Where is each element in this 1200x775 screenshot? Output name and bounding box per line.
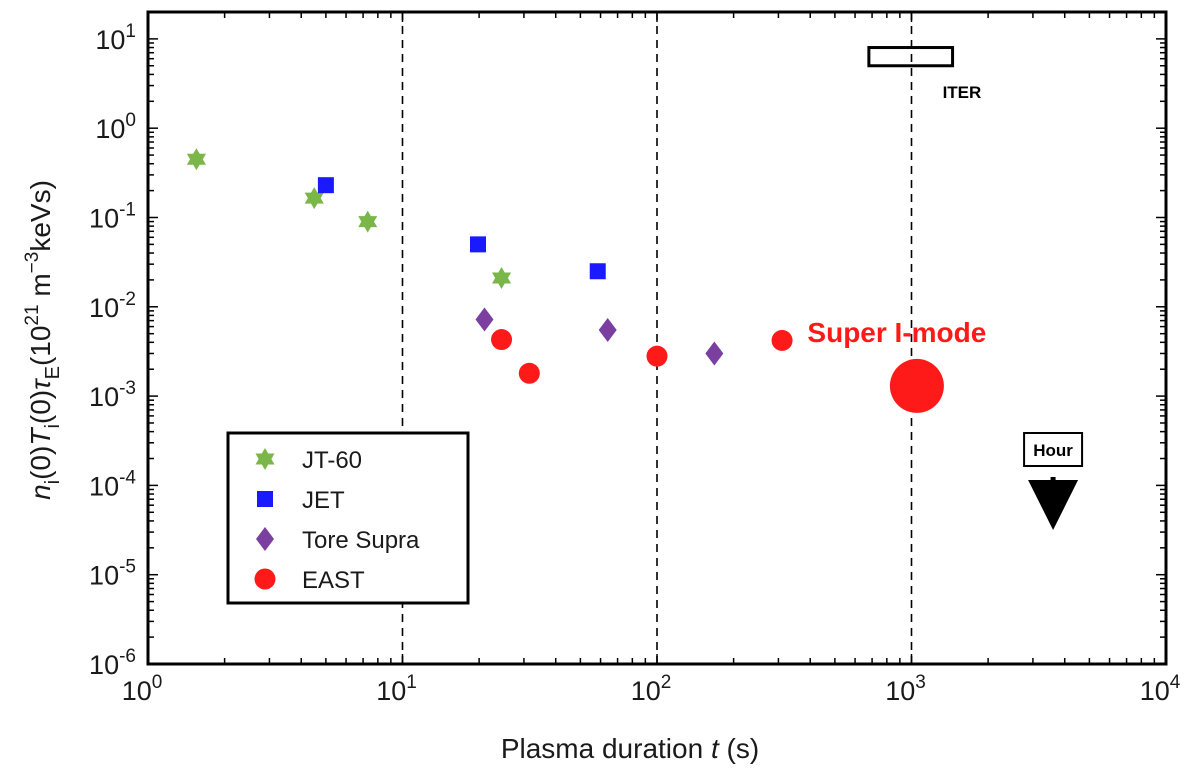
legend-marker-tore-supra — [256, 527, 274, 551]
axis-ticks — [147, 11, 1166, 665]
east-point — [518, 362, 540, 384]
jt-60-point — [304, 187, 324, 210]
tore-supra-point — [598, 317, 617, 342]
legend-marker-jet — [257, 491, 273, 507]
y-axis-label: ni(0)Ti(0)τE(1021 m−3keVs) — [22, 180, 64, 500]
jet-point — [317, 177, 334, 194]
jt-60-point — [358, 210, 378, 233]
east-point — [646, 345, 668, 367]
y-tick-label: 100 — [95, 110, 136, 144]
hour-annotation: Hour — [1023, 432, 1084, 530]
east-point — [491, 329, 513, 351]
super-i-mode-label: Super I-mode — [807, 317, 986, 348]
jt-60-point-tri — [304, 192, 324, 210]
x-tick-labels: 100 101 102 103 104 — [122, 672, 1181, 706]
jt-60-point — [492, 267, 512, 289]
y-tick-label: 10-6 — [89, 646, 136, 680]
jt-60-point-tri — [358, 216, 378, 233]
iter-label: ITER — [943, 83, 982, 102]
x-tick-label: 102 — [631, 672, 672, 706]
super-i-mode-point — [889, 358, 944, 413]
data-points — [186, 148, 944, 413]
legend-marker-jt-60 — [255, 448, 275, 470]
legend-marker-jt-60-tri — [255, 453, 275, 470]
y-tick-label: 10-1 — [89, 199, 136, 233]
y-tick-label: 10-5 — [89, 557, 136, 591]
hour-label: Hour — [1033, 441, 1073, 460]
legend-label-jet: JET — [302, 487, 345, 514]
iter-annotation: ITER — [867, 46, 982, 102]
x-tick-label: 101 — [376, 672, 417, 706]
legend-label-east: EAST — [302, 567, 365, 594]
jt-60-point — [186, 148, 206, 171]
jet-point — [470, 236, 487, 253]
y-tick-labels: 101 100 10-1 10-2 10-3 10-4 10-5 10-6 — [89, 21, 136, 680]
jt-60-point-tri — [186, 153, 206, 171]
legend-label-jt-60: JT-60 — [302, 447, 362, 474]
x-tick-label: 100 — [122, 672, 163, 706]
legend-marker-east — [254, 568, 276, 590]
legend-label-tore-supra: Tore Supra — [302, 527, 420, 554]
east-point — [771, 329, 793, 351]
y-tick-label: 10-3 — [89, 378, 136, 412]
y-tick-label: 10-4 — [89, 467, 136, 501]
x-tick-label: 104 — [1140, 672, 1181, 706]
y-tick-label: 10-2 — [89, 289, 136, 323]
reference-lines — [401, 12, 913, 664]
jt-60-point-tri — [492, 272, 512, 289]
hour-label-box — [1023, 432, 1084, 467]
iter-target-box — [867, 46, 955, 68]
jet-point — [589, 263, 606, 280]
y-tick-label: 101 — [95, 21, 136, 55]
tore-supra-point — [705, 341, 724, 366]
legend: JT-60 JET Tore Supra EAST — [226, 431, 470, 605]
tore-supra-point — [475, 307, 494, 332]
x-axis-label: Plasma duration t (s) — [501, 733, 759, 764]
x-tick-label: 103 — [885, 672, 926, 706]
